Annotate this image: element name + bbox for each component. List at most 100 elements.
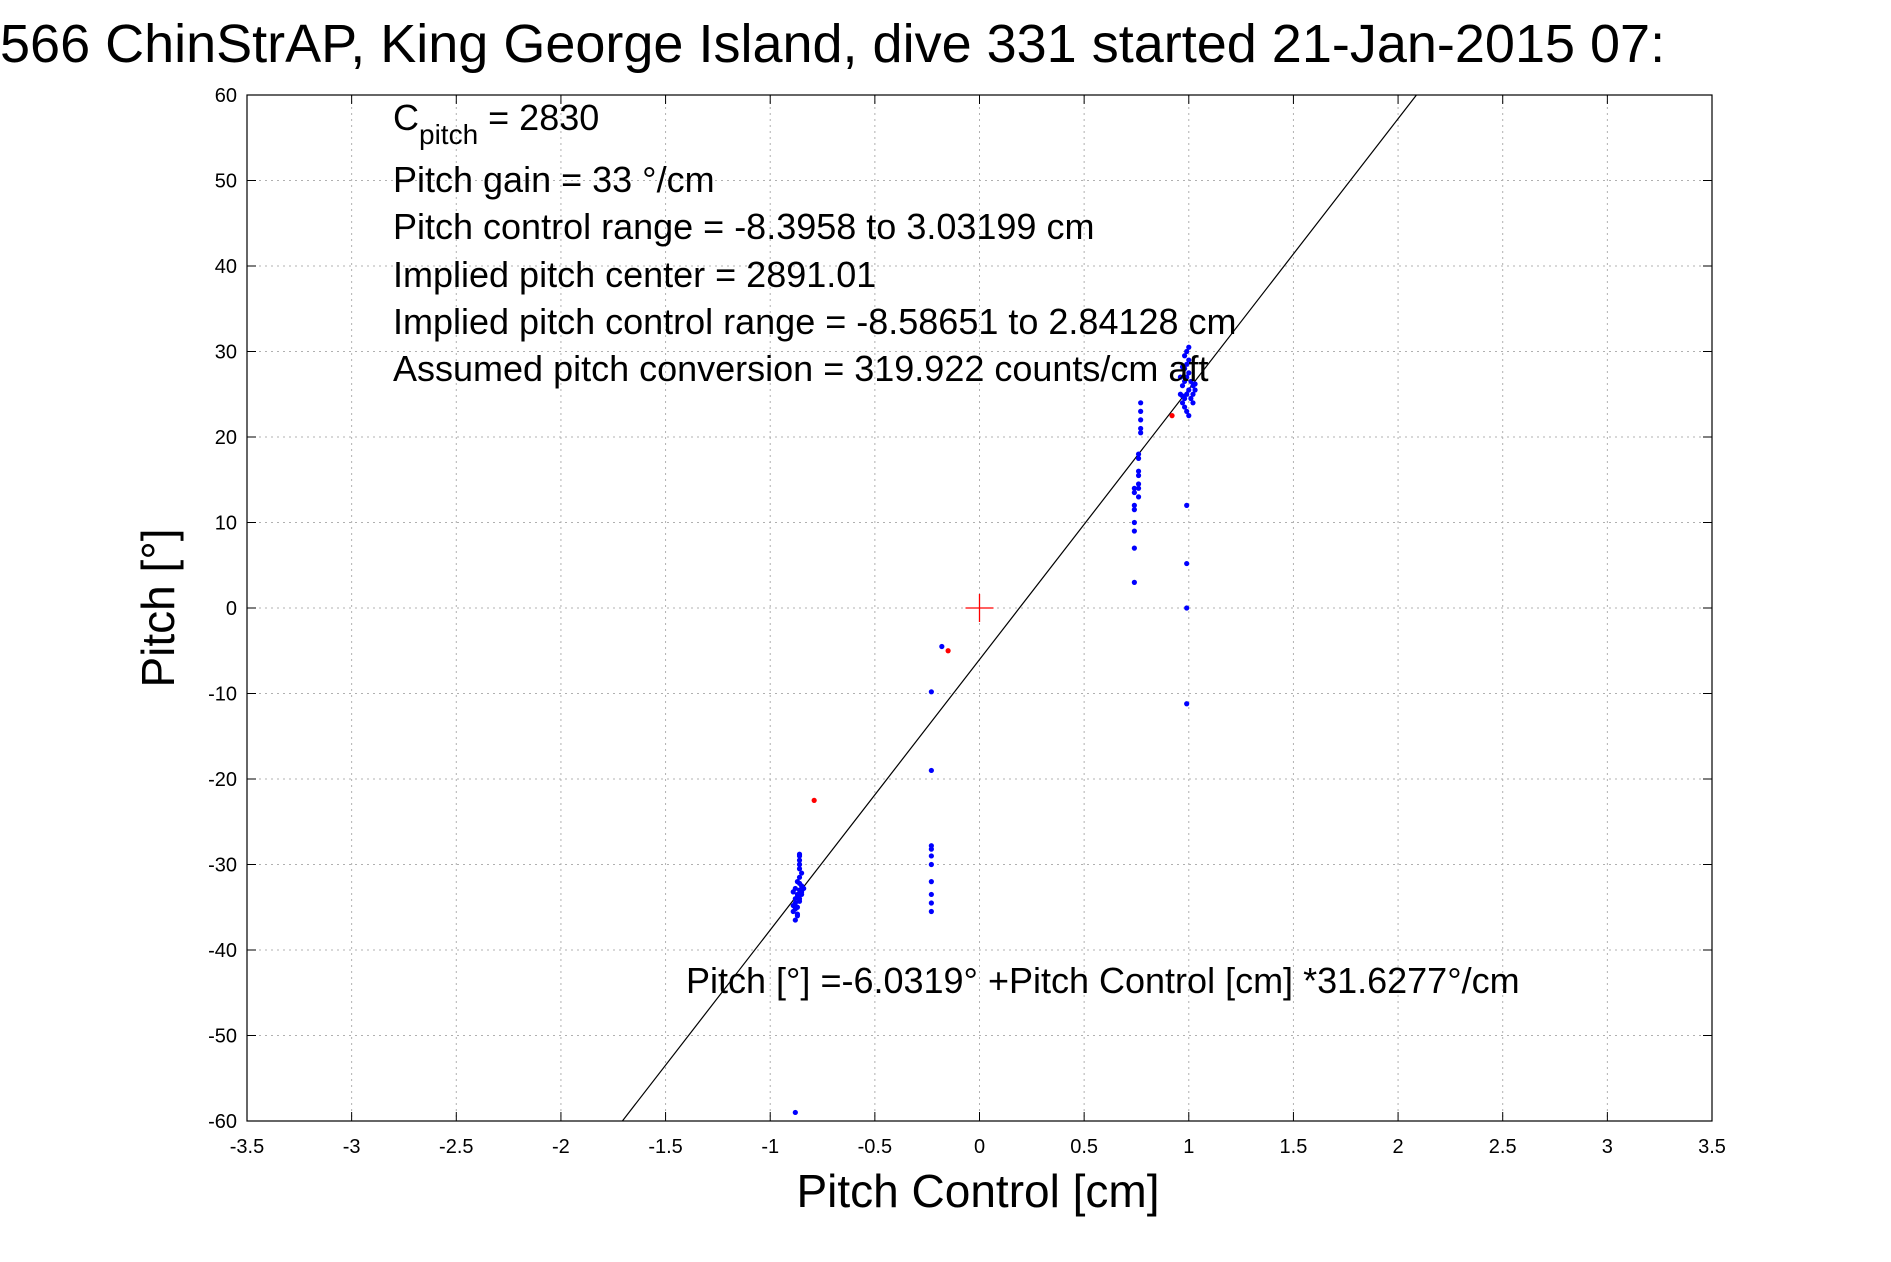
data-point — [1182, 353, 1188, 359]
cpitch-value: = 2830 — [478, 97, 599, 138]
data-point — [1184, 502, 1190, 508]
control-range-annotation: Pitch control range = -8.3958 to 3.03199… — [393, 206, 1094, 247]
data-point — [1186, 370, 1192, 376]
x-tick-label: -1.5 — [648, 1136, 682, 1158]
outlier-point — [945, 648, 951, 654]
data-point — [1186, 344, 1192, 350]
data-point — [928, 853, 934, 859]
fit-line — [621, 94, 1417, 1122]
data-point — [1138, 425, 1144, 432]
data-point — [796, 898, 803, 904]
data-point — [1138, 408, 1144, 414]
cpitch-annotation: Cpitch = 2830 — [393, 97, 599, 150]
data-point — [1184, 560, 1190, 567]
y-tick-label: 60 — [215, 85, 237, 107]
y-tick-label: 0 — [226, 598, 237, 620]
data-point — [1184, 701, 1190, 707]
data-point — [1131, 502, 1137, 508]
data-point — [928, 891, 934, 898]
x-tick-label: 1 — [1183, 1136, 1194, 1158]
data-point — [1188, 395, 1194, 402]
x-tick-label: -0.5 — [858, 1136, 892, 1158]
data-point — [1131, 545, 1137, 551]
y-tick-label: 10 — [215, 513, 237, 535]
data-point — [1192, 381, 1198, 387]
y-tick-label: 50 — [215, 171, 237, 193]
data-point — [1184, 348, 1190, 355]
data-point — [794, 894, 801, 900]
data-point — [1138, 417, 1144, 423]
x-tick-label: 0.5 — [1070, 1136, 1098, 1158]
data-point — [792, 917, 798, 923]
data-point — [1135, 481, 1142, 487]
data-point — [1131, 519, 1137, 526]
outlier-point — [811, 797, 817, 803]
data-point — [799, 870, 805, 876]
cpitch-subscript: pitch — [419, 119, 478, 150]
y-tick-label: -60 — [208, 1111, 237, 1133]
data-point — [1179, 383, 1186, 389]
data-point — [928, 900, 934, 906]
x-tick-label: -2 — [552, 1136, 570, 1158]
data-point — [796, 861, 803, 868]
data-point — [796, 866, 803, 872]
data-point — [928, 908, 934, 915]
cpitch-symbol: C — [393, 97, 419, 138]
data-point — [928, 861, 934, 868]
outlier-point — [1169, 413, 1175, 419]
data-point — [1131, 489, 1137, 496]
data-point — [1182, 404, 1188, 410]
center-marker — [965, 594, 994, 622]
data-point — [1135, 494, 1142, 500]
data-point — [1138, 400, 1144, 406]
data-point — [792, 1109, 798, 1116]
conversion-annotation: Assumed pitch conversion = 319.922 count… — [393, 348, 1208, 389]
data-point — [1186, 387, 1192, 393]
data-point — [1188, 378, 1194, 385]
y-tick-label: 20 — [215, 427, 237, 449]
x-tick-label: 3.5 — [1698, 1136, 1726, 1158]
data-points — [790, 344, 1198, 1116]
data-point — [790, 902, 796, 909]
data-point — [1184, 391, 1190, 397]
data-point — [1131, 579, 1137, 585]
annotation-block: Cpitch = 2830 Pitch gain = 33 °/cm Pitch… — [393, 97, 1520, 1001]
data-point — [1186, 413, 1192, 419]
data-point — [796, 874, 803, 880]
data-point — [796, 851, 803, 857]
y-tick-label: -50 — [208, 1026, 237, 1048]
y-tick-label: 30 — [215, 342, 237, 364]
data-point — [1192, 387, 1198, 393]
data-point — [1177, 374, 1184, 380]
y-ticks: 60 50 40 30 20 10 0 -10 -20 -30 -40 -50 -60 — [208, 85, 1712, 1133]
data-point — [1182, 378, 1188, 385]
x-tick-label: 3 — [1602, 1136, 1613, 1158]
x-tick-label: -2.5 — [439, 1136, 473, 1158]
data-point — [1179, 393, 1186, 399]
data-point — [1131, 485, 1137, 491]
grid-lines — [247, 95, 1712, 1121]
x-tick-label: 2.5 — [1489, 1136, 1517, 1158]
data-point — [1135, 451, 1142, 457]
data-point — [1131, 528, 1137, 534]
data-point — [1138, 430, 1144, 436]
plot-area — [621, 94, 1417, 1122]
data-point — [928, 879, 934, 885]
data-point — [1135, 455, 1142, 461]
data-point — [1186, 357, 1192, 363]
data-point — [1135, 472, 1142, 479]
y-tick-label: 40 — [215, 256, 237, 278]
data-point — [794, 911, 801, 917]
data-point — [796, 857, 803, 863]
data-point — [1190, 391, 1196, 397]
x-axis-label: Pitch Control [cm] — [797, 1165, 1160, 1217]
data-point — [928, 843, 934, 849]
x-tick-label: -1 — [761, 1136, 779, 1158]
data-point — [1184, 408, 1190, 414]
data-point — [1179, 364, 1186, 370]
implied-range-annotation: Implied pitch control range = -8.58651 t… — [393, 301, 1237, 342]
pitch-gain-annotation: Pitch gain = 33 °/cm — [393, 159, 715, 200]
y-axis-label: Pitch [°] — [132, 528, 184, 687]
